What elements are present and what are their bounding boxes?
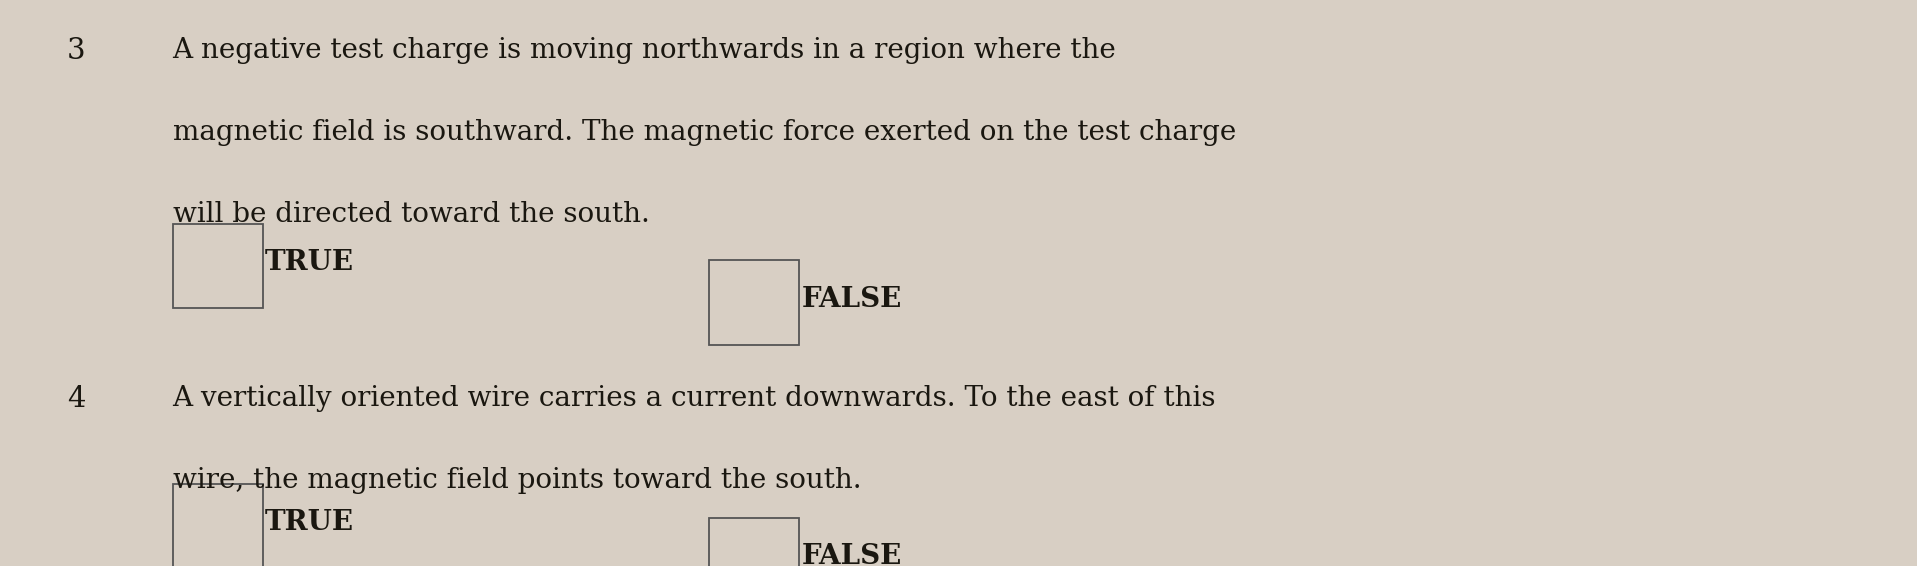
Text: 3: 3 bbox=[67, 37, 86, 65]
FancyBboxPatch shape bbox=[173, 224, 263, 308]
Text: wire, the magnetic field points toward the south.: wire, the magnetic field points toward t… bbox=[173, 467, 861, 494]
FancyBboxPatch shape bbox=[173, 484, 263, 566]
Text: TRUE: TRUE bbox=[265, 249, 353, 276]
Text: will be directed toward the south.: will be directed toward the south. bbox=[173, 201, 650, 228]
Text: FALSE: FALSE bbox=[801, 286, 901, 313]
Text: 4: 4 bbox=[67, 385, 86, 413]
FancyBboxPatch shape bbox=[709, 260, 799, 345]
Text: magnetic field is southward. The magnetic force exerted on the test charge: magnetic field is southward. The magneti… bbox=[173, 119, 1236, 146]
Text: A negative test charge is moving northwards in a region where the: A negative test charge is moving northwa… bbox=[173, 37, 1116, 64]
Text: TRUE: TRUE bbox=[265, 509, 353, 537]
Text: A vertically oriented wire carries a current downwards. To the east of this: A vertically oriented wire carries a cur… bbox=[173, 385, 1215, 412]
Text: FALSE: FALSE bbox=[801, 543, 901, 566]
FancyBboxPatch shape bbox=[709, 518, 799, 566]
